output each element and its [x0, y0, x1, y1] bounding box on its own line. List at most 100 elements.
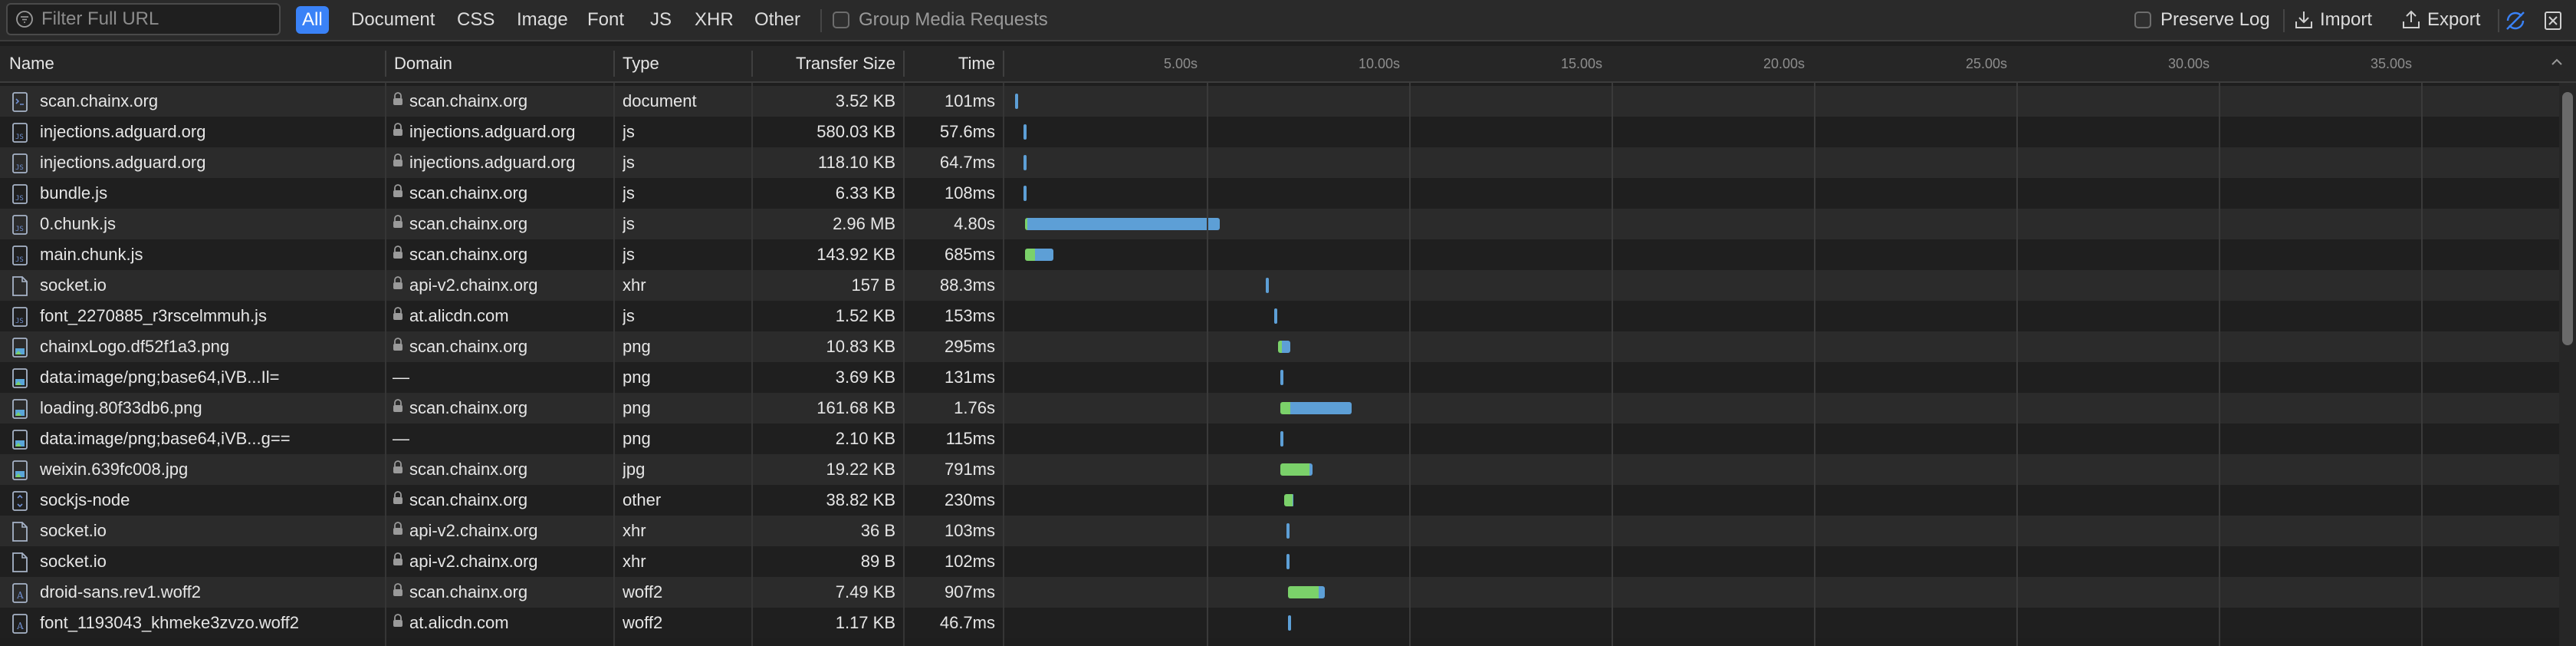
import-icon[interactable] — [2294, 9, 2314, 31]
waterfall-bar[interactable] — [1023, 186, 1027, 201]
table-row[interactable]: loading.80f33db6.png scan.chainx.org png 16… — [0, 393, 2561, 424]
column-header-transfer-size[interactable]: Transfer Size — [795, 54, 895, 73]
table-row[interactable]: socket.io api-v2.chainx.org xhr 89 B 102ms — [0, 546, 2561, 577]
svg-text:JS: JS — [15, 195, 24, 203]
request-time: 103ms — [944, 521, 995, 540]
script-icon: JS — [11, 214, 29, 240]
request-type: xhr — [623, 552, 646, 571]
filter-field[interactable] — [6, 3, 281, 35]
scrollbar-thumb[interactable] — [2562, 92, 2573, 345]
waterfall-bar[interactable] — [1015, 94, 1018, 109]
import-button[interactable]: Import — [2320, 9, 2373, 30]
type-filter-xhr[interactable]: XHR — [695, 9, 734, 30]
column-divider[interactable] — [1003, 51, 1004, 77]
table-row[interactable]: chainxLogo.df52f1a3.png scan.chainx.org pn… — [0, 331, 2561, 362]
table-row[interactable]: socket.io api-v2.chainx.org xhr 157 B 88.3ms — [0, 270, 2561, 301]
request-domain: scan.chainx.org — [393, 393, 607, 424]
table-row[interactable]: socket.io api-v2.chainx.org xhr 36 B 103ms — [0, 516, 2561, 546]
type-filter-css[interactable]: CSS — [457, 9, 495, 30]
type-filter-other[interactable]: Other — [754, 9, 801, 30]
column-divider[interactable] — [385, 51, 386, 77]
request-type: xhr — [623, 275, 646, 295]
waterfall-bar[interactable] — [1284, 494, 1294, 506]
waterfall-bar[interactable] — [1280, 463, 1313, 476]
request-name: data:image/png;base64,iVB...g== — [40, 429, 291, 448]
clear-log-icon[interactable] — [2542, 9, 2564, 32]
svg-text:JS: JS — [15, 164, 24, 172]
request-domain: api-v2.chainx.org — [393, 270, 607, 301]
table-row[interactable]: JS injections.adguard.org injections.adgua… — [0, 147, 2561, 178]
table-row[interactable]: sockjs-node scan.chainx.org other 38.82 KB 2… — [0, 485, 2561, 516]
type-filter-image[interactable]: Image — [517, 9, 568, 30]
waterfall-bar[interactable] — [1288, 615, 1292, 631]
table-row[interactable]: data:image/png;base64,iVB...g== — png 2.10 … — [0, 424, 2561, 454]
disable-cache-icon[interactable] — [2504, 9, 2527, 32]
table-row[interactable]: weixin.639fc008.jpg scan.chainx.org jpg 19.… — [0, 454, 2561, 485]
waterfall-bar[interactable] — [1023, 124, 1027, 140]
column-divider[interactable] — [751, 51, 753, 77]
waterfall-bar[interactable] — [1286, 523, 1290, 539]
waterfall-receive-segment — [1282, 341, 1290, 353]
table-row[interactable]: scan.chainx.org scan.chainx.org document 3.… — [0, 86, 2561, 117]
request-transfer-size: 38.82 KB — [826, 490, 895, 509]
group-media-checkbox[interactable] — [833, 12, 849, 28]
request-transfer-size: 3.52 KB — [835, 91, 895, 110]
waterfall-bar[interactable] — [1025, 249, 1053, 261]
waterfall-bar[interactable] — [1266, 278, 1270, 293]
request-transfer-size: 161.68 KB — [816, 398, 895, 417]
request-time: 115ms — [945, 429, 995, 448]
request-domain: scan.chainx.org — [393, 86, 607, 117]
export-button[interactable]: Export — [2427, 9, 2481, 30]
request-name: main.chunk.js — [40, 245, 143, 264]
request-type: js — [623, 214, 635, 233]
lock-icon — [393, 608, 403, 638]
waterfall-bar[interactable] — [1280, 402, 1352, 414]
type-filter-document[interactable]: Document — [351, 9, 435, 30]
type-filter-all[interactable]: All — [296, 6, 329, 34]
request-transfer-size: 580.03 KB — [816, 122, 895, 141]
preserve-log-checkbox[interactable] — [2134, 12, 2151, 28]
table-row[interactable]: JS injections.adguard.org injections.adgua… — [0, 117, 2561, 147]
waterfall-bar[interactable] — [1025, 218, 1220, 230]
request-domain: at.alicdn.com — [393, 301, 607, 331]
column-divider[interactable] — [903, 51, 905, 77]
column-header-type[interactable]: Type — [623, 54, 659, 73]
lock-icon — [393, 239, 403, 269]
export-icon[interactable] — [2401, 9, 2421, 31]
request-domain-text: at.alicdn.com — [409, 613, 509, 632]
request-name: injections.adguard.org — [40, 122, 206, 141]
table-row[interactable]: JS bundle.js scan.chainx.org js 6.33 KB 108ms — [0, 178, 2561, 209]
request-time: 295ms — [944, 337, 995, 356]
table-row[interactable]: JS 0.chunk.js scan.chainx.org js 2.96 MB 4.80… — [0, 209, 2561, 239]
svg-text:A: A — [16, 621, 24, 631]
column-header-domain[interactable]: Domain — [394, 54, 452, 73]
table-row[interactable]: JS main.chunk.js scan.chainx.org js 143.92 K… — [0, 239, 2561, 270]
request-type: png — [623, 337, 651, 356]
column-header-name[interactable]: Name — [9, 54, 54, 73]
waterfall-bar[interactable] — [1280, 370, 1283, 385]
column-divider[interactable] — [613, 51, 615, 77]
type-filter-font[interactable]: Font — [587, 9, 625, 30]
request-domain-text: scan.chainx.org — [409, 460, 528, 479]
request-transfer-size: 10.83 KB — [826, 337, 895, 356]
chevron-up-icon[interactable] — [2550, 57, 2564, 68]
request-time: 685ms — [944, 245, 995, 264]
request-type: js — [623, 122, 635, 141]
image-icon — [11, 398, 29, 424]
waterfall-bar[interactable] — [1278, 341, 1290, 353]
table-row[interactable]: JS font_2270885_r3rscelmmuh.js at.alicdn.c… — [0, 301, 2561, 331]
table-row[interactable]: data:image/png;base64,iVB...Il= — png 3.69 … — [0, 362, 2561, 393]
waterfall-bar[interactable] — [1288, 586, 1326, 598]
filter-input[interactable] — [40, 8, 273, 31]
waterfall-bar[interactable] — [1273, 308, 1277, 324]
waterfall-bar[interactable] — [1280, 431, 1283, 447]
column-header-time[interactable]: Time — [958, 54, 995, 73]
request-type: png — [623, 429, 651, 448]
waterfall-receive-segment — [1290, 402, 1352, 414]
waterfall-bar[interactable] — [1286, 554, 1290, 569]
type-filter-js[interactable]: JS — [650, 9, 672, 30]
request-type: jpg — [623, 460, 646, 479]
waterfall-bar[interactable] — [1023, 155, 1027, 170]
